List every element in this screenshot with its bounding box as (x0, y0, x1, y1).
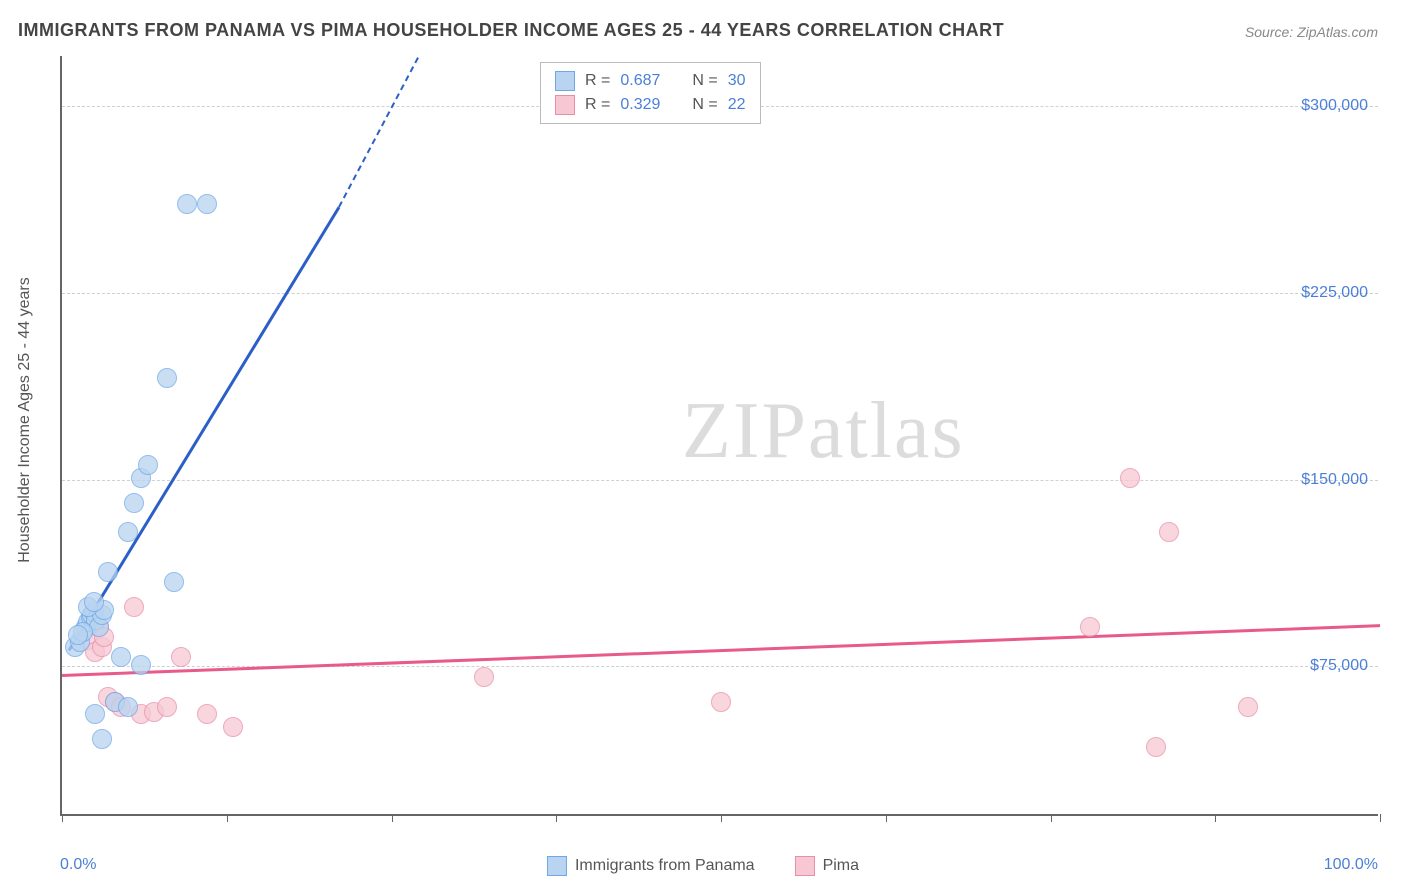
data-point (1146, 737, 1166, 757)
n-value: 30 (728, 72, 746, 90)
data-point (92, 729, 112, 749)
source-label: Source: ZipAtlas.com (1245, 24, 1378, 40)
data-point (118, 522, 138, 542)
legend-row: R = 0.687 N = 30 (555, 69, 746, 93)
x-tick (1051, 814, 1052, 822)
data-point (124, 597, 144, 617)
data-point (197, 704, 217, 724)
data-point (1120, 468, 1140, 488)
x-tick (886, 814, 887, 822)
trend-line (338, 57, 419, 207)
data-point (157, 368, 177, 388)
x-axis-max-label: 100.0% (1324, 856, 1378, 874)
chart-title: IMMIGRANTS FROM PANAMA VS PIMA HOUSEHOLD… (18, 20, 1004, 41)
gridline (62, 480, 1378, 481)
x-tick (1215, 814, 1216, 822)
data-point (68, 625, 88, 645)
x-tick (62, 814, 63, 822)
data-point (711, 692, 731, 712)
data-point (474, 667, 494, 687)
n-value: 22 (728, 96, 746, 114)
x-tick (392, 814, 393, 822)
data-point (1238, 697, 1258, 717)
data-point (124, 493, 144, 513)
data-point (223, 717, 243, 737)
y-tick-label: $225,000 (1301, 284, 1368, 302)
x-tick (721, 814, 722, 822)
legend-row: R = 0.329 N = 22 (555, 93, 746, 117)
data-point (1080, 617, 1100, 637)
watermark: ZIPatlas (682, 386, 965, 477)
r-label: R = (585, 72, 610, 90)
correlation-legend: R = 0.687 N = 30 R = 0.329 N = 22 (540, 62, 761, 124)
legend-swatch (555, 95, 575, 115)
legend-item: Immigrants from Panama (547, 856, 755, 876)
trend-line (62, 624, 1380, 676)
r-label: R = (585, 96, 610, 114)
data-point (138, 455, 158, 475)
x-axis-min-label: 0.0% (60, 856, 96, 874)
r-value: 0.329 (620, 96, 660, 114)
y-tick-label: $300,000 (1301, 97, 1368, 115)
x-tick (1380, 814, 1381, 822)
data-point (197, 194, 217, 214)
legend-swatch (547, 856, 567, 876)
gridline (62, 293, 1378, 294)
y-axis-label: Householder Income Ages 25 - 44 years (16, 277, 34, 563)
data-point (1159, 522, 1179, 542)
legend-label: Immigrants from Panama (575, 857, 755, 875)
y-tick-label: $75,000 (1310, 657, 1368, 675)
legend-swatch (555, 71, 575, 91)
data-point (164, 572, 184, 592)
legend-label: Pima (823, 857, 859, 875)
data-point (98, 562, 118, 582)
plot-area: ZIPatlas $75,000 $150,000 $225,000 $300,000 (60, 56, 1378, 816)
x-tick (227, 814, 228, 822)
legend-item: Pima (795, 856, 859, 876)
x-tick (556, 814, 557, 822)
data-point (84, 592, 104, 612)
n-label: N = (692, 96, 717, 114)
data-point (85, 704, 105, 724)
trend-line (67, 206, 340, 651)
n-label: N = (692, 72, 717, 90)
legend-swatch (795, 856, 815, 876)
y-tick-label: $150,000 (1301, 471, 1368, 489)
data-point (157, 697, 177, 717)
data-point (118, 697, 138, 717)
data-point (131, 655, 151, 675)
data-point (177, 194, 197, 214)
data-point (111, 647, 131, 667)
series-legend: Immigrants from Panama Pima (547, 856, 859, 876)
data-point (171, 647, 191, 667)
r-value: 0.687 (620, 72, 660, 90)
